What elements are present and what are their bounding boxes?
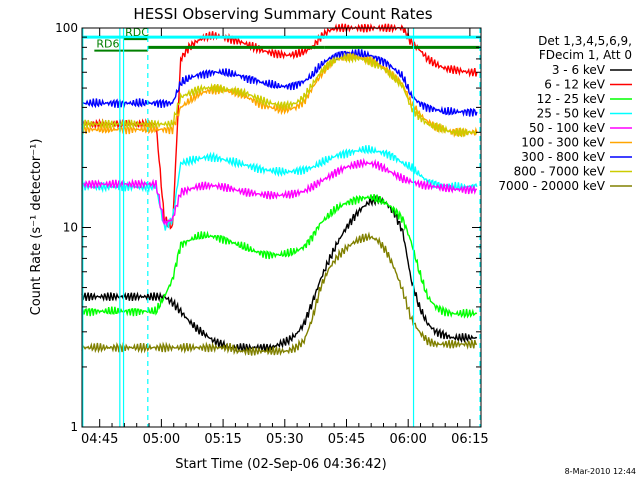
plot-area: RD6 RDC <box>81 22 481 427</box>
legend-label-3-6-kev: 3 - 6 keV <box>552 63 606 77</box>
x-tick-label: 05:15 <box>204 432 241 447</box>
legend-label-25-50-kev: 25 - 50 keV <box>537 107 606 121</box>
x-tick-label: 06:15 <box>451 432 488 447</box>
legend-label-800-7000-kev: 800 - 7000 keV <box>514 165 606 179</box>
legend-label-100-300-kev: 100 - 300 keV <box>521 136 605 150</box>
y-tick-label: 1 <box>70 420 78 434</box>
y-tick-label: 10 <box>63 221 78 235</box>
legend-label-7000-20000-kev: 7000 - 20000 keV <box>498 179 605 193</box>
x-tick-label: 05:30 <box>266 432 303 447</box>
annotation-label-rd6: RD6 <box>96 38 119 51</box>
y-tick-label: 100 <box>55 21 78 35</box>
x-tick-label: 04:45 <box>81 432 118 447</box>
x-tick-label: 05:45 <box>328 432 365 447</box>
legend-header-line-2: FDecim 1, Att 0 <box>539 48 632 62</box>
y-axis-label: Count Rate (s⁻¹ detector⁻¹) <box>29 139 44 316</box>
x-tick-label: 06:00 <box>389 432 426 447</box>
y-axis: 1 10 100 <box>55 21 481 434</box>
footer-date: 8-Mar-2010 12:44 <box>565 467 636 476</box>
series-line-12-25-kev <box>81 193 478 319</box>
x-tick-label: 05:00 <box>143 432 180 447</box>
series-line-800-7000-kev <box>81 52 478 138</box>
x-axis: 04:45 05:00 05:15 05:30 05:45 06:00 06:15 <box>81 28 489 447</box>
legend-label-6-12-kev: 6 - 12 keV <box>544 78 606 92</box>
legend-label-12-25-kev: 12 - 25 keV <box>537 92 606 106</box>
legend-label-50-100-kev: 50 - 100 keV <box>529 121 606 135</box>
series-line-25-50-kev <box>81 145 478 231</box>
x-axis-label: Start Time (02-Sep-06 04:36:42) <box>175 457 386 472</box>
series-line-7000-20000-kev <box>81 231 477 357</box>
legend: Det 1,3,4,5,6,9, FDecim 1, Att 0 3 - 6 k… <box>498 34 632 193</box>
annotation-label-rdc: RDC <box>125 26 149 39</box>
legend-header-line-1: Det 1,3,4,5,6,9, <box>538 34 632 48</box>
chart-title: HESSI Observing Summary Count Rates <box>133 5 432 23</box>
legend-label-300-800-kev: 300 - 800 keV <box>521 150 605 164</box>
